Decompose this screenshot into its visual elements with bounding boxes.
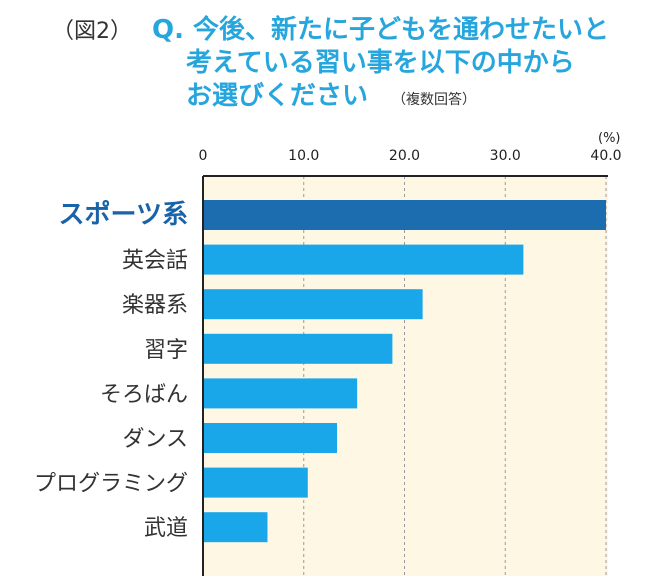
category-label: 楽器系 [122,293,188,318]
chart-title-line-3: お選びください [186,81,368,111]
gridlines [303,176,607,576]
category-label: ダンス [122,427,188,452]
chart-title-line-1: Q. 今後、新たに子どもを通わせたいと [152,14,609,45]
category-label: プログラミング [34,472,188,497]
unit-label: (%) [598,131,621,146]
bar [203,200,606,230]
bar [203,423,337,453]
x-tick-label: 30.0 [490,148,521,164]
bar [203,244,524,275]
bar [203,289,423,320]
figure-label: （図2） [52,19,132,44]
x-tick-label: 40.0 [590,148,621,164]
chart-title-line-2: 考えている習い事を以下の中から [186,48,575,78]
bar [203,378,358,409]
bars [203,200,606,543]
category-label: そろばん [100,382,188,407]
bar [203,333,393,364]
x-axis-tick-labels: 0 10.0 20.0 30.0 40.0 [199,148,622,164]
category-label: 武道 [144,516,188,541]
category-label: スポーツ系 [59,199,188,230]
bar [203,467,308,498]
x-tick-label: 10.0 [288,148,319,164]
x-tick-label: 20.0 [389,148,420,164]
title-note: （複数回答） [392,91,476,108]
x-tick-label: 0 [199,148,208,164]
bar [203,512,268,543]
category-label: 習字 [144,338,188,363]
plot-area [203,176,608,576]
category-label: 英会話 [122,249,188,274]
